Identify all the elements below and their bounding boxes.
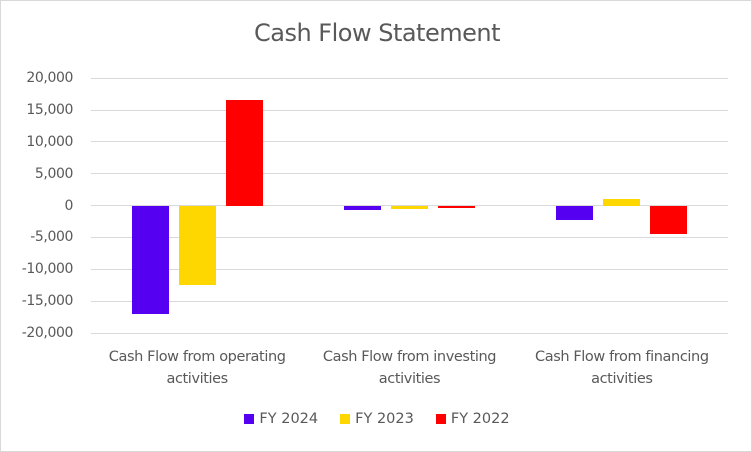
gridline	[91, 300, 728, 302]
x-category-label: Cash Flow from financing activities	[535, 349, 709, 387]
bar-fy-2023	[603, 198, 641, 206]
legend-label: FY 2023	[355, 411, 414, 427]
bar-fy-2024	[344, 205, 381, 211]
bar-fy-2022	[438, 205, 475, 209]
legend: FY 2024 FY 2023 FY 2022	[1, 411, 752, 427]
bar-fy-2022	[225, 100, 263, 206]
legend-label: FY 2024	[259, 411, 319, 427]
chart-title: Cash Flow Statement	[253, 19, 501, 47]
legend-item: FY 2022	[435, 411, 510, 427]
y-tick-label: 15,000	[26, 102, 73, 119]
legend-swatch-icon	[244, 414, 255, 424]
gridline	[91, 109, 728, 111]
bar-fy-2023	[391, 205, 428, 210]
legend-swatch-icon	[435, 414, 446, 424]
gridline	[91, 141, 728, 143]
bar-fy-2022	[650, 205, 688, 234]
bar-fy-2023	[178, 205, 216, 285]
bar-fy-2024	[131, 205, 169, 314]
legend-swatch-icon	[340, 414, 351, 424]
y-tick-label: 10,000	[26, 133, 73, 150]
x-category-label: Cash Flow from operating activities	[108, 349, 286, 387]
legend-label: FY 2022	[450, 411, 510, 427]
legend-item: FY 2023	[340, 411, 414, 427]
y-tick-label: 5,000	[34, 165, 73, 182]
gridline	[91, 77, 728, 79]
bar-fy-2024	[556, 205, 594, 221]
gridline	[91, 236, 728, 238]
y-tick-label: 0	[64, 197, 73, 214]
gridline	[91, 173, 728, 175]
y-tick-label: -5,000	[30, 229, 73, 246]
x-category-label: Cash Flow from investing activities	[322, 349, 497, 387]
y-tick-label: -10,000	[21, 261, 74, 278]
y-tick-label: -20,000	[21, 325, 74, 341]
y-tick-label: 20,000	[26, 70, 73, 87]
gridline	[91, 268, 728, 270]
y-tick-label: -15,000	[21, 293, 74, 310]
gridline	[91, 332, 728, 334]
legend-item: FY 2024	[244, 411, 318, 427]
